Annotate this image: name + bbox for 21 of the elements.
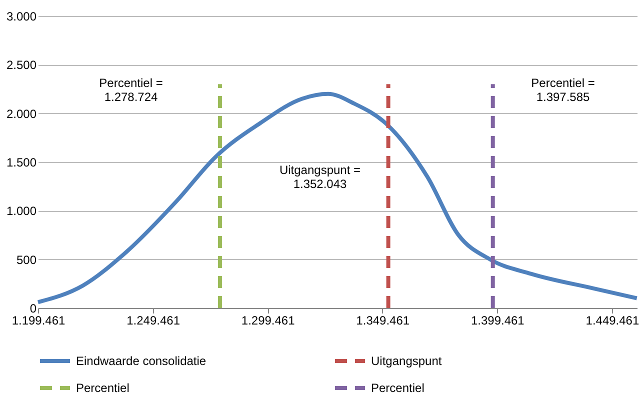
annotation: Percentiel = 1.278.724 bbox=[99, 76, 163, 104]
y-tick-label: 2.500 bbox=[6, 58, 37, 72]
y-tick-label: 2.000 bbox=[6, 106, 37, 121]
x-tick-label: 1.449.461 bbox=[586, 314, 640, 328]
line-series bbox=[36, 92, 639, 304]
annotation: Uitgangspunt = 1.352.043 bbox=[279, 163, 361, 191]
legend-label: Percentiel bbox=[76, 381, 130, 395]
legend-label: Eindwaarde consolidatie bbox=[76, 354, 206, 368]
legend-label: Uitgangspunt bbox=[371, 354, 442, 368]
y-tick-label: 3.000 bbox=[6, 10, 37, 24]
x-tick-label: 1.349.461 bbox=[356, 314, 410, 328]
x-tick-label: 1.299.461 bbox=[241, 314, 296, 328]
y-tick-label: 1.500 bbox=[6, 156, 37, 170]
x-tick-label: 1.399.461 bbox=[470, 314, 525, 328]
x-tick-label: 1.199.461 bbox=[12, 314, 66, 328]
x-tick-label: 1.249.461 bbox=[126, 314, 180, 328]
annotation: Percentiel = 1.397.585 bbox=[531, 76, 595, 104]
y-tick-label: 0 bbox=[30, 302, 37, 316]
y-tick-label: 1.000 bbox=[6, 204, 37, 218]
legend-label: Percentiel bbox=[371, 381, 424, 395]
y-tick-label: 500 bbox=[16, 252, 37, 267]
